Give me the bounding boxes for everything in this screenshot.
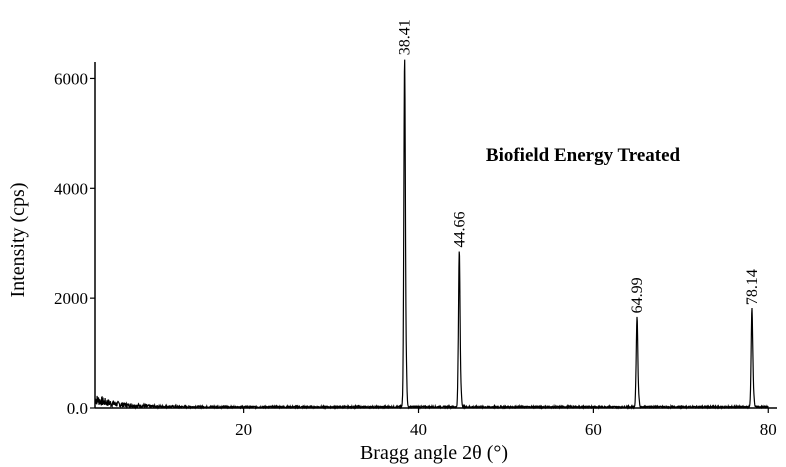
x-ticks: 20 40 60 80 — [235, 408, 777, 439]
chart-annotation: Biofield Energy Treated — [486, 145, 681, 166]
y-ticks: 0.0 2000 4000 6000 — [54, 69, 95, 418]
peak-label: 78.14 — [744, 269, 761, 305]
x-tick-label: 40 — [410, 420, 427, 439]
x-tick-label: 80 — [760, 420, 777, 439]
x-axis-title: Bragg angle 2θ (°) — [360, 442, 508, 464]
x-tick-label: 60 — [585, 420, 602, 439]
y-tick-label: 6000 — [54, 69, 88, 88]
peak-labels: 38.41 44.66 64.99 78.14 — [397, 19, 761, 313]
y-tick-label: 2000 — [54, 289, 88, 308]
x-tick-label: 20 — [235, 420, 252, 439]
peak-label: 38.41 — [397, 19, 414, 55]
y-tick-label: 0.0 — [67, 399, 88, 418]
diffraction-trace — [94, 59, 769, 411]
plot-area — [94, 59, 769, 411]
peak-label: 64.99 — [629, 277, 646, 313]
axes — [94, 62, 777, 409]
y-tick-label: 4000 — [54, 179, 88, 198]
y-axis-title: Intensity (cps) — [7, 183, 29, 298]
peak-label: 44.66 — [451, 212, 468, 248]
